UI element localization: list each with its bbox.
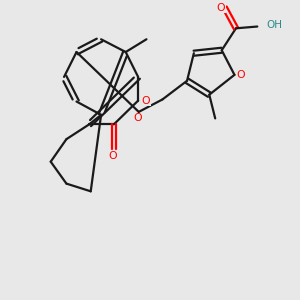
Text: O: O [134, 113, 142, 123]
Text: OH: OH [266, 20, 282, 30]
Text: O: O [141, 96, 150, 106]
Text: O: O [237, 70, 245, 80]
Text: O: O [217, 3, 225, 13]
Text: O: O [108, 151, 117, 161]
